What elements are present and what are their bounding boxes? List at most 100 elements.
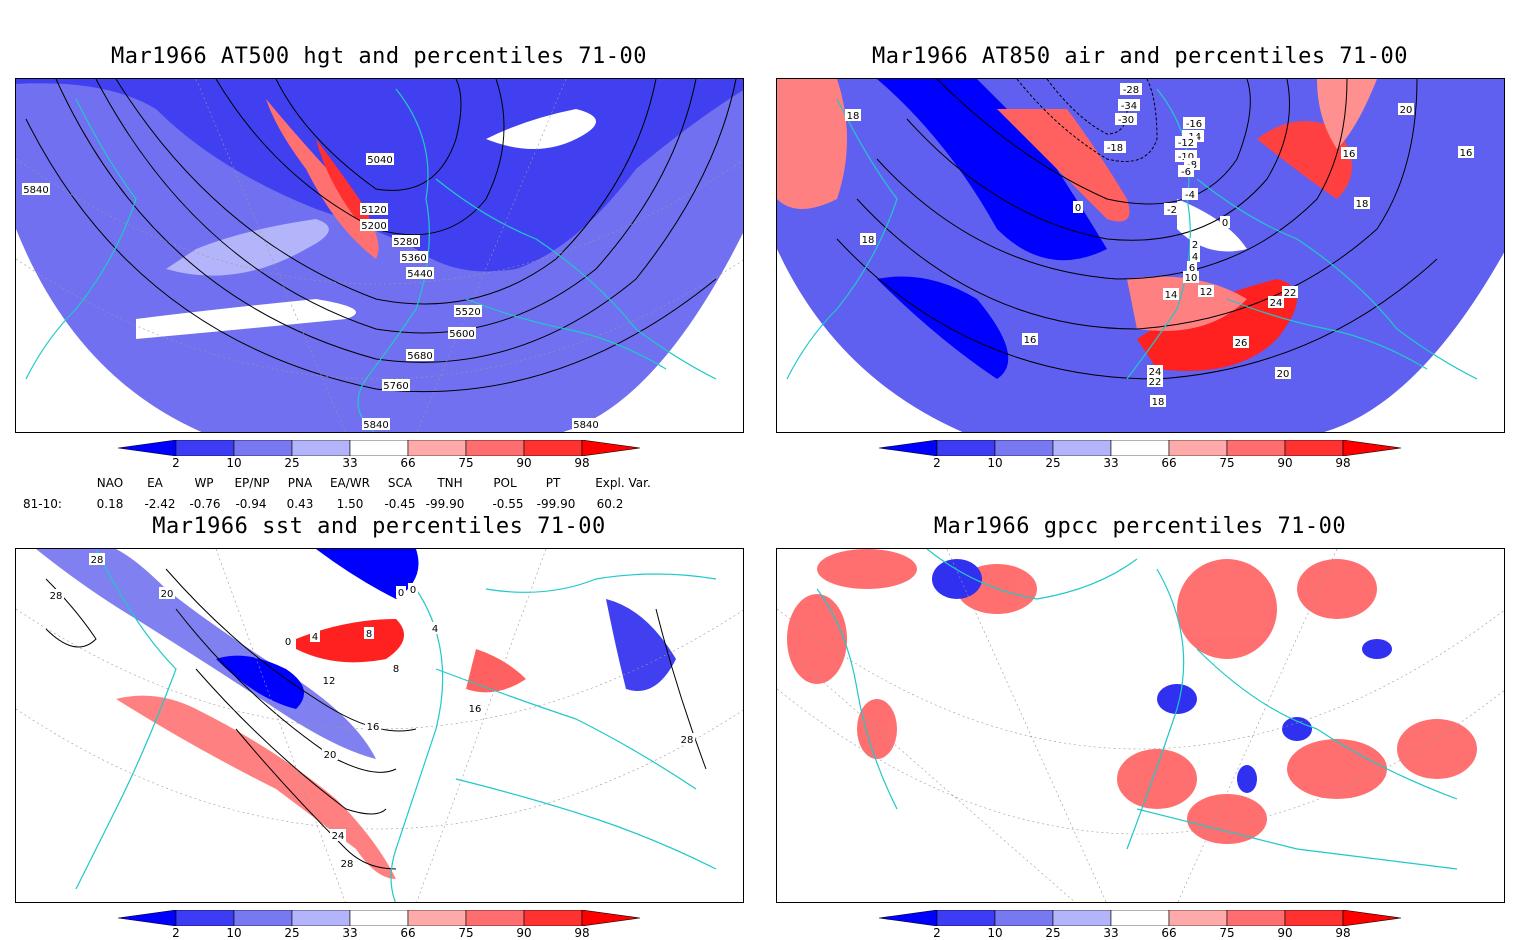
colorbar-segment xyxy=(291,440,351,456)
svg-text:16: 16 xyxy=(1343,149,1356,160)
hgt-map-panel: 5040 5120 5200 5280 5360 5440 5520 5600 5680 5760… xyxy=(15,78,744,433)
colorbar-segment xyxy=(118,910,177,926)
index-value: 60.2 xyxy=(596,497,624,511)
index-row-label: 81-10: xyxy=(23,497,62,511)
svg-text:16: 16 xyxy=(469,704,482,715)
contour-label: 5520 xyxy=(454,305,482,318)
contour-label: 20 xyxy=(159,587,175,600)
svg-text:5520: 5520 xyxy=(455,307,480,318)
colorbar-tick-label: 66 xyxy=(1161,926,1177,940)
svg-text:5840: 5840 xyxy=(363,420,388,431)
index-value: 0.18 xyxy=(96,497,124,511)
svg-text:18: 18 xyxy=(1356,199,1369,210)
colorbar-tick-label: 33 xyxy=(1103,926,1119,940)
colorbar-segment xyxy=(994,440,1054,456)
svg-text:-6: -6 xyxy=(1181,167,1191,178)
contour-label: -6 xyxy=(1178,165,1194,178)
colorbar-tick-label: 2 xyxy=(172,926,180,940)
svg-text:4: 4 xyxy=(312,632,318,643)
colorbar-segment xyxy=(936,440,996,456)
svg-text:5360: 5360 xyxy=(401,253,426,264)
colorbar-segment xyxy=(1226,910,1286,926)
index-header: Expl. Var. xyxy=(595,476,651,490)
contour-label: 8 xyxy=(364,627,374,640)
colorbar-segment xyxy=(465,910,525,926)
colorbar-tick-label: 2 xyxy=(172,456,180,470)
contour-label: 26 xyxy=(1233,336,1249,349)
colorbar-tick-label: 25 xyxy=(1045,926,1061,940)
contour-label: -18 xyxy=(1104,141,1126,154)
colorbar-segment xyxy=(233,910,293,926)
svg-text:-28: -28 xyxy=(1123,85,1139,96)
index-value: -99.90 xyxy=(536,497,576,511)
index-value-row: 81-10: 0.18 -2.42 -0.76 -0.94 0.43 1.50 -0.45-… xyxy=(0,497,760,513)
colorbar-segment xyxy=(994,910,1054,926)
contour-label: 0 xyxy=(1220,216,1230,229)
svg-text:8: 8 xyxy=(393,664,399,675)
svg-text:14: 14 xyxy=(1165,290,1178,301)
contour-label: -28 xyxy=(1120,83,1142,96)
colorbar-segment xyxy=(465,440,525,456)
index-value: -99.90 xyxy=(425,497,465,511)
contour-label: 5440 xyxy=(406,267,434,280)
contour-label: 20 xyxy=(322,748,338,761)
colorbar-segment xyxy=(1168,910,1228,926)
svg-text:-16: -16 xyxy=(1186,119,1202,130)
index-header: SCA xyxy=(387,476,413,490)
svg-text:28: 28 xyxy=(341,859,354,870)
index-header: EP/NP xyxy=(234,476,270,490)
svg-text:-4: -4 xyxy=(1185,190,1195,201)
colorbar-segment xyxy=(175,440,235,456)
gpcc-panel-title: Mar1966 gpcc percentiles 71-00 xyxy=(933,514,1347,539)
hgt-panel-title: Mar1966 AT500 hgt and percentiles 71-00 xyxy=(110,44,648,69)
svg-text:28: 28 xyxy=(50,591,63,602)
svg-text:18: 18 xyxy=(862,235,875,246)
contour-label: 5280 xyxy=(392,235,420,248)
svg-text:5680: 5680 xyxy=(407,351,432,362)
colorbar-segment xyxy=(1342,440,1402,456)
colorbar-segment xyxy=(349,910,409,926)
contour-label: 28 xyxy=(679,733,695,746)
colorbar-segment xyxy=(879,910,938,926)
index-header: TNH xyxy=(437,476,463,490)
colorbar-tick-label: 10 xyxy=(987,926,1003,940)
colorbar-tick-label: 66 xyxy=(400,456,416,470)
index-header-row: NAO EA WP EP/NP PNA EA/WR SCA TNH POL PT Expl. Var… xyxy=(0,476,760,492)
colorbar-segment xyxy=(581,910,641,926)
svg-text:5840: 5840 xyxy=(573,420,598,431)
contour-label: 14 xyxy=(1163,288,1179,301)
svg-text:10: 10 xyxy=(1185,273,1198,284)
contour-label: 18 xyxy=(1354,197,1370,210)
svg-text:-2: -2 xyxy=(1167,205,1177,216)
contour-label: -16 xyxy=(1183,117,1205,130)
svg-text:0: 0 xyxy=(285,637,291,648)
contour-label: 18 xyxy=(860,233,876,246)
svg-text:18: 18 xyxy=(847,111,860,122)
svg-text:5280: 5280 xyxy=(393,237,418,248)
svg-text:8: 8 xyxy=(366,629,372,640)
svg-text:16: 16 xyxy=(367,722,380,733)
colorbar-tick-label: 2 xyxy=(933,926,941,940)
colorbar-sst xyxy=(118,910,641,926)
index-value: -0.55 xyxy=(492,497,524,511)
colorbar-tick-label: 33 xyxy=(1103,456,1119,470)
contour-label: 0 xyxy=(408,583,418,596)
contour-label: 5200 xyxy=(360,219,388,232)
index-header: WP xyxy=(194,476,214,490)
colorbar-tick-label: 66 xyxy=(1161,456,1177,470)
svg-text:5600: 5600 xyxy=(449,329,474,340)
svg-text:24: 24 xyxy=(1149,367,1162,378)
contour-label: 16 xyxy=(1458,146,1474,159)
colorbar-segment xyxy=(523,440,583,456)
index-header: PT xyxy=(545,476,561,490)
contour-label: 12 xyxy=(321,674,337,687)
index-value: 1.50 xyxy=(336,497,364,511)
colorbar-segment xyxy=(233,440,293,456)
colorbar-segment xyxy=(523,910,583,926)
colorbar-hgt xyxy=(118,440,641,456)
svg-text:-34: -34 xyxy=(1121,101,1137,112)
colorbar-tick-label: 75 xyxy=(458,456,474,470)
svg-text:24: 24 xyxy=(332,831,345,842)
svg-text:20: 20 xyxy=(161,589,174,600)
contour-label: 10 xyxy=(1183,271,1199,284)
